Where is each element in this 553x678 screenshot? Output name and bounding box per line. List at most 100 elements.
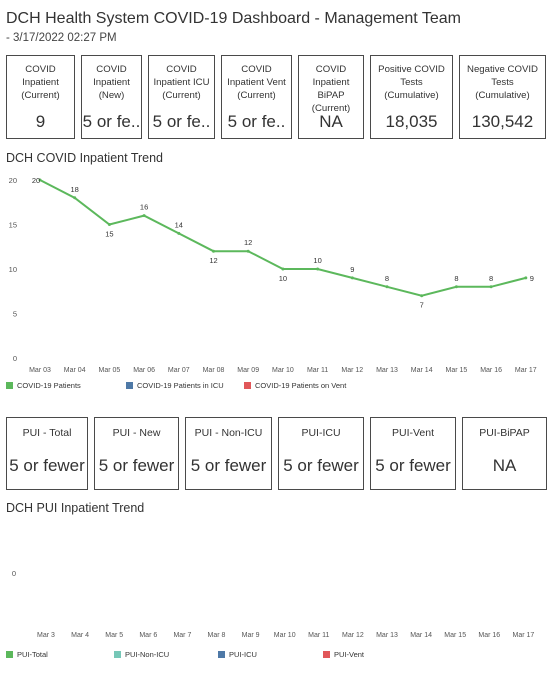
x-tick-label: Mar 17 <box>515 367 537 374</box>
kpi-value: 5 or fe.. <box>152 112 211 131</box>
data-point[interactable] <box>420 294 424 298</box>
legend-label: COVID-19 Patients on Vent <box>255 381 347 390</box>
data-point[interactable] <box>316 267 320 271</box>
kpi-value: 5 or fewer <box>190 456 267 475</box>
data-point[interactable] <box>38 178 42 182</box>
covid-kpi-card[interactable]: COVID Inpatient ICU (Current) 5 or fe.. <box>148 55 215 139</box>
pui-trend-title: DCH PUI Inpatient Trend <box>6 501 145 515</box>
data-point[interactable] <box>281 267 285 271</box>
x-tick-label: Mar 09 <box>237 367 259 374</box>
legend-swatch <box>126 382 133 389</box>
kpi-label: PUI - New <box>112 427 161 439</box>
data-label: 16 <box>140 203 148 212</box>
x-tick-label: Mar 14 <box>410 632 432 639</box>
kpi-label: COVID Inpatient BiPAP (Current) <box>311 64 351 114</box>
x-tick-label: Mar 4 <box>71 632 89 639</box>
data-label: 12 <box>209 256 217 265</box>
data-label: 8 <box>385 274 389 283</box>
kpi-label: PUI - Non-ICU <box>194 427 263 439</box>
data-point[interactable] <box>454 285 458 289</box>
kpi-value: 130,542 <box>471 112 534 131</box>
data-point[interactable] <box>524 276 528 280</box>
data-label: 9 <box>350 265 354 274</box>
data-point[interactable] <box>142 214 146 218</box>
kpi-value: 5 or fewer <box>375 456 451 475</box>
kpi-label: Positive COVID Tests (Cumulative) <box>378 64 445 101</box>
pui-inpatient-trend-chart[interactable]: 0 Mar 3 Mar 4 Mar 5 Mar 6 Mar 7 Mar 8 Mar 9 Mar … <box>0 516 553 644</box>
data-label: 8 <box>489 274 493 283</box>
pui-kpi-card[interactable]: PUI - Non-ICU 5 or fewer <box>185 417 272 490</box>
pui-kpi-card[interactable]: PUI - New 5 or fewer <box>94 417 179 490</box>
data-point[interactable] <box>385 285 389 289</box>
dashboard-timestamp: - 3/17/2022 02:27 PM <box>6 32 117 44</box>
x-tick-label: Mar 9 <box>242 632 260 639</box>
legend-item[interactable]: COVID-19 Patients in ICU <box>126 381 224 390</box>
y-tick-label: 0 <box>13 354 17 363</box>
legend-label: PUI-Total <box>17 650 48 659</box>
data-label: 18 <box>71 185 79 194</box>
legend-item[interactable]: PUI-Total <box>6 650 48 659</box>
x-tick-label: Mar 13 <box>376 367 398 374</box>
legend-swatch <box>6 651 13 658</box>
kpi-value: 5 or fewer <box>9 456 85 475</box>
data-label: 7 <box>420 301 424 310</box>
data-point[interactable] <box>246 249 250 253</box>
legend-item[interactable]: PUI-Non-ICU <box>114 650 169 659</box>
data-point[interactable] <box>177 231 181 235</box>
x-tick-label: Mar 14 <box>411 367 433 374</box>
x-tick-label: Mar 11 <box>308 632 329 639</box>
pui-kpi-card[interactable]: PUI-BiPAP NA <box>462 417 547 490</box>
covid-kpi-card[interactable]: COVID Inpatient BiPAP (Current) NA <box>298 55 364 139</box>
legend-label: COVID-19 Patients <box>17 381 81 390</box>
data-label: 12 <box>244 238 252 247</box>
y-tick-label: 0 <box>12 569 16 578</box>
x-tick-label: Mar 15 <box>446 367 468 374</box>
data-label: 9 <box>530 274 534 283</box>
data-label: 14 <box>175 220 183 229</box>
kpi-value: 9 <box>35 112 46 131</box>
legend-swatch <box>218 651 225 658</box>
x-tick-label: Mar 16 <box>480 367 502 374</box>
data-label: 15 <box>105 230 113 239</box>
legend-swatch <box>244 382 251 389</box>
covid-kpi-card[interactable]: COVID Inpatient (New) 5 or fe.. <box>81 55 142 139</box>
data-label: 20 <box>32 176 40 185</box>
covid-kpi-card[interactable]: Negative COVID Tests (Cumulative) 130,542 <box>459 55 546 139</box>
kpi-value: 5 or fe.. <box>82 112 141 131</box>
legend-swatch <box>6 382 13 389</box>
kpi-label: COVID Inpatient ICU (Current) <box>153 64 210 101</box>
x-tick-label: Mar 8 <box>208 632 226 639</box>
kpi-value: 5 or fewer <box>98 456 175 475</box>
x-tick-label: Mar 7 <box>173 632 191 639</box>
data-label: 10 <box>279 274 287 283</box>
legend-item[interactable]: PUI-ICU <box>218 650 257 659</box>
pui-kpi-card[interactable]: PUI-ICU 5 or fewer <box>278 417 364 490</box>
kpi-value: 5 or fewer <box>283 456 359 475</box>
x-tick-label: Mar 10 <box>274 632 296 639</box>
data-label: 8 <box>454 274 458 283</box>
legend-item[interactable]: PUI-Vent <box>323 650 364 659</box>
y-tick-label: 15 <box>9 221 17 230</box>
covid-kpi-card[interactable]: COVID Inpatient (Current) 9 <box>6 55 75 139</box>
data-point[interactable] <box>212 249 215 253</box>
data-point[interactable] <box>73 196 77 200</box>
pui-kpi-card[interactable]: PUI-Vent 5 or fewer <box>370 417 456 490</box>
legend-item[interactable]: COVID-19 Patients <box>6 381 81 390</box>
kpi-label: PUI-BiPAP <box>479 427 530 439</box>
x-tick-label: Mar 12 <box>341 367 363 374</box>
legend-item[interactable]: COVID-19 Patients on Vent <box>244 381 346 390</box>
x-tick-label: Mar 17 <box>513 632 535 639</box>
kpi-label: COVID Inpatient (Current) <box>21 64 60 101</box>
x-tick-label: Mar 07 <box>168 367 190 374</box>
data-point[interactable] <box>489 285 493 289</box>
covid-kpi-card[interactable]: Positive COVID Tests (Cumulative) 18,035 <box>370 55 453 139</box>
kpi-value: NA <box>492 456 517 475</box>
x-tick-label: Mar 08 <box>203 367 225 374</box>
data-point[interactable] <box>350 276 354 280</box>
covid-kpi-card[interactable]: COVID Inpatient Vent (Current) 5 or fe.. <box>221 55 292 139</box>
y-tick-label: 10 <box>9 265 17 274</box>
covid-inpatient-trend-chart[interactable]: 0 5 10 15 20 Mar 03 Mar 04 Mar 05 Mar 06 Mar 07 Ma… <box>0 166 553 380</box>
x-tick-label: Mar 3 <box>37 632 55 639</box>
data-point[interactable] <box>107 223 111 226</box>
pui-kpi-card[interactable]: PUI - Total 5 or fewer <box>6 417 88 490</box>
